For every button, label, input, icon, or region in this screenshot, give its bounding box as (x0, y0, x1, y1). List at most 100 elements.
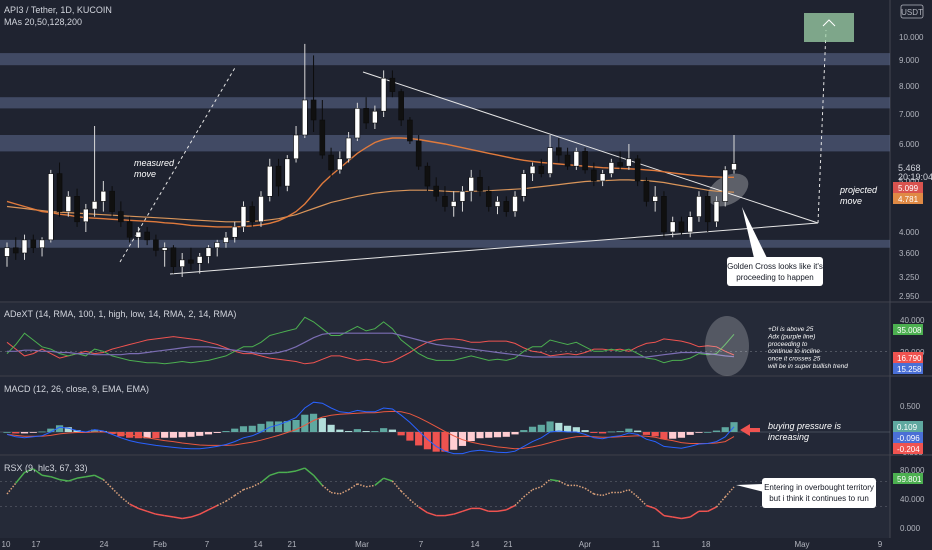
signal-line-value: -0.204 (897, 445, 920, 454)
rsx-segment (155, 513, 165, 517)
rsx-tick: 40.000 (900, 495, 925, 504)
resistance-zone (0, 135, 890, 152)
macd-hist-bar (704, 432, 712, 433)
rsx-segment (409, 499, 420, 508)
rsx-segment (199, 509, 209, 515)
candle-body (39, 239, 45, 249)
macd-hist-bar (511, 432, 519, 435)
rsx-segment (724, 486, 735, 498)
arrow-left-icon (740, 424, 760, 436)
projected-move-label: move (840, 196, 862, 206)
macd-hist-bar (301, 414, 309, 432)
macd-hist-bar (502, 432, 510, 437)
candle-body (512, 196, 518, 212)
candle-body (398, 91, 404, 121)
rsx-segment (287, 470, 297, 474)
rsx-segment (462, 507, 472, 512)
resistance-zone (0, 97, 890, 109)
rsx-tick: 80.000 (900, 466, 925, 475)
currency-badge[interactable] (900, 4, 924, 19)
price-tick: 9.000 (899, 56, 920, 65)
time-tick: 24 (100, 540, 109, 549)
candle-body (153, 239, 159, 251)
rsx-segment (59, 478, 69, 482)
time-tick: 14 (471, 540, 480, 549)
candle-body (678, 221, 685, 233)
adx-panel-title: ADeXT (14, RMA, 100, 1, high, low, 14, R… (4, 309, 236, 319)
candle-body (74, 196, 80, 223)
macd-hist-bar (283, 420, 291, 432)
rsx-tag (893, 473, 923, 484)
macd-hist-bar (599, 432, 607, 434)
time-axis[interactable]: 10 17 24 Feb 7 14 21 Mar 7 14 21 Apr 11 18 May 9 (2, 540, 883, 549)
macd-hist-bar (388, 429, 396, 432)
adx-note-line: +DI is above 25 (768, 326, 814, 333)
candle-body (266, 165, 273, 197)
candle-body (529, 165, 536, 174)
time-tick: 9 (878, 540, 883, 549)
macd-hist-bar (423, 432, 432, 450)
macd-line-value: -0.096 (897, 434, 920, 443)
macd-hist-bar (187, 432, 195, 437)
rsx-segment (138, 507, 148, 512)
macd-hist-bar (64, 427, 72, 432)
candle-body (30, 239, 37, 249)
ma-fast-tag (893, 182, 923, 193)
candle-body (485, 190, 492, 207)
candle-body (179, 259, 185, 268)
candle-body (626, 158, 632, 167)
minus-di-tag (893, 352, 923, 363)
candle-body (634, 158, 641, 182)
candle-body (380, 77, 387, 112)
candle-body (56, 173, 63, 212)
candle-body (284, 158, 291, 187)
time-tick: Feb (153, 540, 167, 549)
rsx-segment (654, 507, 665, 517)
macd-hist-bar (590, 432, 598, 433)
macd-hist-bar (563, 425, 572, 432)
adx-note-line: continue to incline (768, 348, 820, 355)
candle-body (731, 163, 737, 171)
candle-body (240, 206, 247, 228)
time-tick: Apr (579, 540, 592, 549)
rsx-segment (146, 510, 157, 515)
candle-body (4, 247, 10, 257)
rsx-callout-pointer (736, 484, 764, 492)
candle-body (643, 180, 650, 202)
macd-hist-bar (292, 420, 300, 432)
adx-tag (893, 363, 923, 374)
macd-hist-bar (134, 432, 142, 439)
macd-hist-bar (90, 429, 99, 432)
candle-body (547, 147, 553, 174)
macd-hist-bar (616, 431, 624, 432)
measured-move-label: move (134, 169, 156, 179)
macd-hist-bar (318, 418, 326, 432)
candle-body (205, 247, 212, 257)
time-tick: 14 (254, 540, 263, 549)
rsx-callout (762, 478, 876, 508)
price-tick: 8.000 (899, 82, 920, 91)
adx-note-line: will be in super bullish trend (768, 363, 848, 370)
ascending-trendline (169, 222, 819, 275)
time-tick: 21 (504, 540, 513, 549)
rsx-segment (120, 496, 131, 505)
macd-hist-bar (406, 432, 414, 441)
macd-hist-bar (309, 413, 318, 432)
macd-hist-bar (669, 432, 677, 439)
candle-body (538, 165, 545, 174)
rsx-segment (672, 516, 682, 520)
rsx-segment (540, 479, 551, 488)
candle-body (477, 177, 483, 192)
macd-hist-bar (537, 424, 545, 432)
rsx-segment (190, 513, 200, 518)
macd-lines (6, 401, 735, 455)
macd-hist-bar (29, 432, 37, 433)
macd-hist-bar (117, 432, 125, 437)
candle-body (319, 119, 326, 156)
price-axis[interactable]: 10.000 9.000 8.000 7.000 6.000 5.000 4.000 3.60… (899, 33, 924, 301)
macd-tick: 0.500 (900, 402, 921, 411)
macd-hist-bar (555, 422, 563, 432)
candle-body (293, 134, 299, 160)
